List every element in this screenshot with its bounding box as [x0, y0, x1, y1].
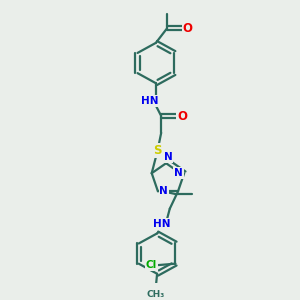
Text: HN: HN	[153, 219, 170, 229]
Text: N: N	[174, 168, 183, 178]
Text: CH₃: CH₃	[146, 290, 165, 299]
Text: Cl: Cl	[146, 260, 157, 270]
Text: HN: HN	[141, 96, 158, 106]
Text: O: O	[177, 110, 188, 122]
Text: O: O	[183, 22, 193, 35]
Text: S: S	[153, 144, 162, 157]
Text: N: N	[164, 152, 172, 163]
Text: N: N	[159, 186, 168, 197]
